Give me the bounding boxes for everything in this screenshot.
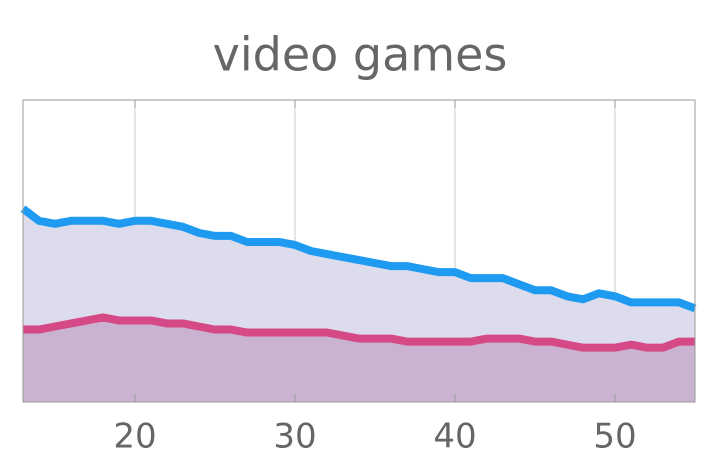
series-line xyxy=(20,205,697,313)
x-tick-label: 50 xyxy=(593,417,636,457)
x-tick-label: 30 xyxy=(273,417,316,457)
x-tick-label: 20 xyxy=(113,417,156,457)
plot-frame xyxy=(22,99,696,403)
x-tick-label: 40 xyxy=(433,417,476,457)
area-fill xyxy=(23,317,695,402)
series-line xyxy=(23,313,695,352)
chart-title: video games xyxy=(213,28,508,82)
